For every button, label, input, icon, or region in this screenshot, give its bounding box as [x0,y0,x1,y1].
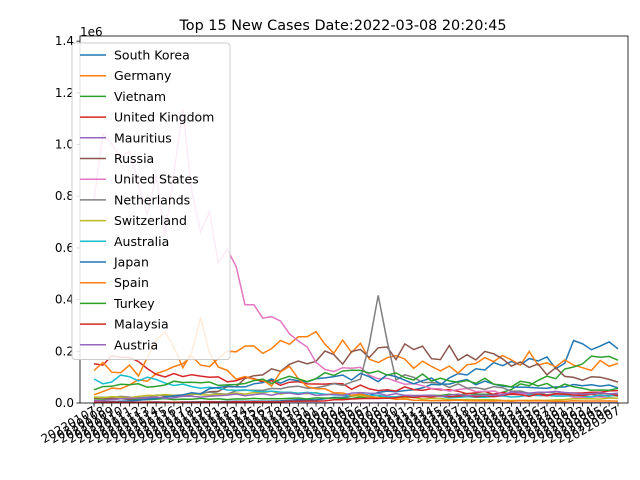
x-axis: 2022010720220108202201092022011020220111… [39,403,623,446]
legend-label: Russia [114,151,154,166]
legend-label: Australia [114,234,169,249]
y-tick-label: 1.0 [55,138,74,152]
chart-title: Top 15 New Cases Date:2022-03-08 20:20:4… [178,18,506,34]
y-tick-label: 0.0 [55,396,74,410]
series-line-malaysia [94,392,619,403]
series-lines [93,109,619,403]
legend: South Korea Germany Vietnam United Kingdom M… [71,42,231,360]
legend-label: Switzerland [114,213,187,228]
series-line-austria [93,390,619,402]
y-tick-label: 0.8 [55,189,74,203]
y-axis-scale-label: 1e6 [80,25,103,39]
legend-label: Spain [114,275,149,290]
legend-label: Germany [114,68,172,83]
legend-label: United Kingdom [114,110,214,125]
y-axis: 0.0 0.2 0.4 0.6 0.8 1.0 1.2 1.4 [55,34,80,410]
legend-box [71,42,231,360]
legend-label: Malaysia [114,317,169,332]
series-line-vietnam [93,355,619,401]
y-tick-label: 0.2 [55,344,74,358]
y-tick-label: 0.6 [55,241,74,255]
legend-label: Japan [113,255,149,270]
series-line-japan [93,372,619,403]
legend-label: Netherlands [114,192,190,207]
legend-label: Turkey [113,296,155,311]
legend-label: Mauritius [114,130,172,145]
legend-label: Austria [114,337,158,352]
y-tick-label: 1.2 [55,86,74,100]
series-line-spain [93,317,619,403]
legend-label: United States [114,172,199,187]
legend-label: Vietnam [114,89,166,104]
legend-label: South Korea [114,48,190,63]
y-tick-label: 1.4 [55,34,74,48]
series-line-turkey [93,369,619,391]
y-tick-label: 0.4 [55,293,74,307]
